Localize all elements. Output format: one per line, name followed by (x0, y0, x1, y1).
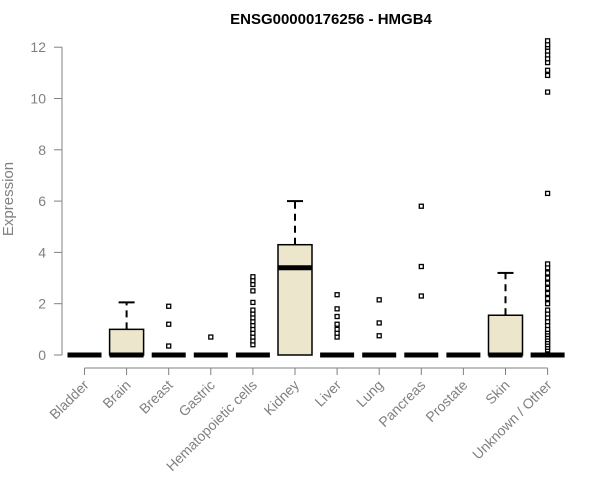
boxes (67, 38, 565, 358)
outlier-point (418, 203, 424, 209)
x-tick-label: Unknown / Other (469, 377, 555, 463)
outlier-point (544, 307, 551, 313)
outlier-point (376, 297, 382, 303)
y-tick-label: 6 (38, 193, 46, 209)
box-group (487, 271, 524, 358)
chart-title: ENSG00000176256 - HMGB4 (230, 11, 432, 28)
box-group (108, 301, 145, 358)
outlier-point (544, 72, 551, 79)
box-group (277, 200, 313, 356)
outlier-point (544, 190, 551, 197)
x-tick-label: Pancreas (375, 377, 428, 430)
outlier-point (544, 270, 551, 276)
outlier-point (376, 320, 382, 326)
outlier-point (544, 280, 551, 286)
x-tick-label: Prostate (422, 377, 470, 425)
x-tick-label: Liver (311, 377, 344, 410)
box (487, 314, 524, 356)
outlier-point (334, 306, 340, 312)
outlier-point (544, 295, 551, 302)
box (277, 243, 313, 356)
outlier-point (166, 303, 172, 309)
y-tick-label: 8 (38, 142, 46, 158)
box-group (530, 38, 565, 358)
outlier-point (166, 343, 172, 349)
y-tick-label: 0 (38, 347, 46, 363)
box-group (193, 334, 228, 358)
outlier-point (544, 261, 551, 267)
outlier-point (418, 293, 424, 299)
y-tick-label: 10 (30, 91, 46, 107)
y-axis: 0 2 4 6 8 10 12 (30, 39, 63, 363)
outlier-point (544, 301, 551, 307)
outlier-point (544, 285, 551, 291)
outlier-point (334, 292, 340, 298)
outlier-point (544, 38, 551, 44)
x-tick-label: Kidney (261, 377, 303, 419)
box (108, 328, 145, 356)
x-tick-label: Bladder (46, 377, 92, 423)
y-axis-label: Expression (0, 162, 17, 236)
outlier-point (544, 275, 551, 281)
outlier-point (544, 89, 551, 95)
y-tick-label: 2 (38, 296, 46, 312)
box-group (151, 303, 186, 358)
outlier-point (334, 313, 340, 320)
outlier-point (250, 288, 256, 294)
outlier-point (334, 321, 340, 327)
x-tick-label: Skin (482, 377, 513, 408)
outlier-point (334, 326, 340, 333)
box-group (320, 292, 355, 358)
y-tick-label: 12 (30, 39, 46, 55)
x-tick-label: Lung (353, 377, 386, 410)
box-group (404, 203, 439, 358)
x-tick-label: Brain (99, 377, 133, 411)
outlier-point (418, 263, 424, 270)
outlier-point (208, 334, 214, 340)
outlier-point (250, 307, 256, 313)
outlier-point (250, 274, 256, 280)
outlier-point (376, 333, 382, 339)
box-group (362, 297, 397, 358)
outlier-point (544, 67, 551, 73)
outlier-point (166, 321, 172, 327)
box-group (235, 274, 270, 358)
outlier-point (544, 290, 551, 297)
outlier-point (250, 299, 256, 306)
y-tick-label: 4 (38, 244, 46, 260)
x-tick-label: Breast (136, 377, 176, 417)
